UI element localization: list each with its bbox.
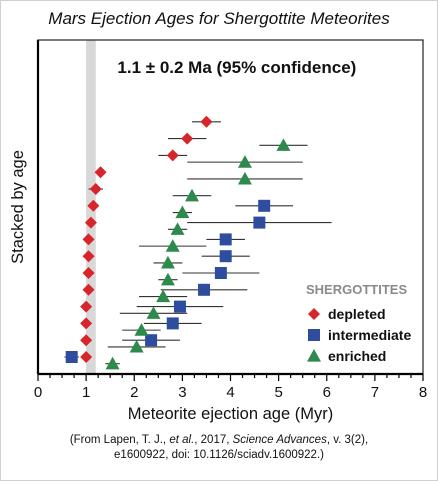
- legend-intermediate-marker: [308, 329, 320, 341]
- depleted-point: [82, 283, 95, 296]
- intermediate-point: [166, 317, 179, 330]
- depleted-point: [82, 267, 95, 279]
- legend-enriched-marker: [307, 349, 321, 362]
- depleted-point: [80, 334, 93, 347]
- depleted-point: [200, 115, 213, 128]
- depleted-point: [82, 233, 95, 246]
- depleted-point: [82, 250, 95, 263]
- enriched-point: [237, 171, 252, 185]
- enriched-point: [165, 239, 180, 252]
- depleted-point: [87, 199, 100, 212]
- enriched-point: [156, 289, 171, 303]
- x-tick-label: 3: [178, 384, 186, 401]
- depleted-point: [166, 149, 179, 162]
- x-tick-label: 0: [34, 384, 42, 401]
- enriched-point: [160, 272, 175, 286]
- enriched-point: [129, 339, 144, 353]
- legend-enriched-label: enriched: [328, 348, 386, 364]
- caption-prefix: (From Lapen, T. J.,: [69, 434, 170, 446]
- y-axis-label: Stacked by age: [9, 150, 27, 264]
- enriched-point: [146, 306, 161, 319]
- depleted-point: [80, 317, 93, 330]
- x-axis-label: Meteorite ejection age (Myr): [128, 405, 333, 423]
- intermediate-point: [219, 250, 232, 263]
- caption-year: , 2017,: [194, 434, 233, 446]
- x-tick-label: 6: [323, 384, 331, 401]
- enriched-point: [170, 222, 185, 235]
- legend-title: SHERGOTTITES: [306, 282, 407, 297]
- enriched-point: [185, 188, 199, 202]
- intermediate-point: [253, 216, 266, 229]
- x-tick-label: 5: [274, 384, 282, 401]
- depleted-point: [80, 351, 93, 363]
- citation-caption: (From Lapen, T. J., et al., 2017, Scienc…: [0, 433, 438, 463]
- caption-volume: , v. 3(2),: [326, 434, 369, 446]
- caption-etal: et al.: [169, 434, 195, 446]
- depleted-point: [84, 216, 97, 229]
- chart-title: Mars Ejection Ages for Shergottite Meteo…: [48, 9, 390, 28]
- legend-depleted-label: depleted: [328, 306, 386, 322]
- legend-depleted-marker: [308, 308, 320, 320]
- intermediate-point: [145, 334, 158, 347]
- caption-doi: e1600922, doi: 10.1126/sciadv.1600922.): [114, 449, 324, 461]
- intermediate-point: [65, 351, 78, 363]
- intermediate-point: [219, 233, 232, 246]
- intermediate-point: [214, 267, 227, 279]
- x-tick-label: 2: [130, 384, 138, 401]
- depleted-point: [181, 132, 194, 145]
- x-tick-label: 8: [419, 384, 427, 401]
- enriched-point: [237, 155, 252, 168]
- x-tick-label: 7: [371, 384, 379, 401]
- x-tick-label: 1: [82, 384, 90, 401]
- enriched-point: [276, 138, 291, 151]
- intermediate-point: [173, 300, 186, 313]
- intermediate-point: [198, 283, 211, 296]
- enriched-point: [160, 255, 175, 269]
- depleted-point: [94, 166, 107, 179]
- depleted-point: [89, 183, 102, 195]
- legend-intermediate-label: intermediate: [328, 327, 411, 343]
- enriched-point: [134, 323, 149, 336]
- confidence-annotation: 1.1 ± 0.2 Ma (95% confidence): [117, 58, 356, 77]
- depleted-point: [80, 300, 93, 313]
- enriched-point: [175, 205, 190, 219]
- caption-journal: Science Advances: [232, 434, 327, 446]
- x-tick-label: 4: [226, 384, 234, 401]
- intermediate-point: [258, 199, 271, 212]
- legend-box: [300, 280, 420, 366]
- enriched-point: [105, 356, 120, 370]
